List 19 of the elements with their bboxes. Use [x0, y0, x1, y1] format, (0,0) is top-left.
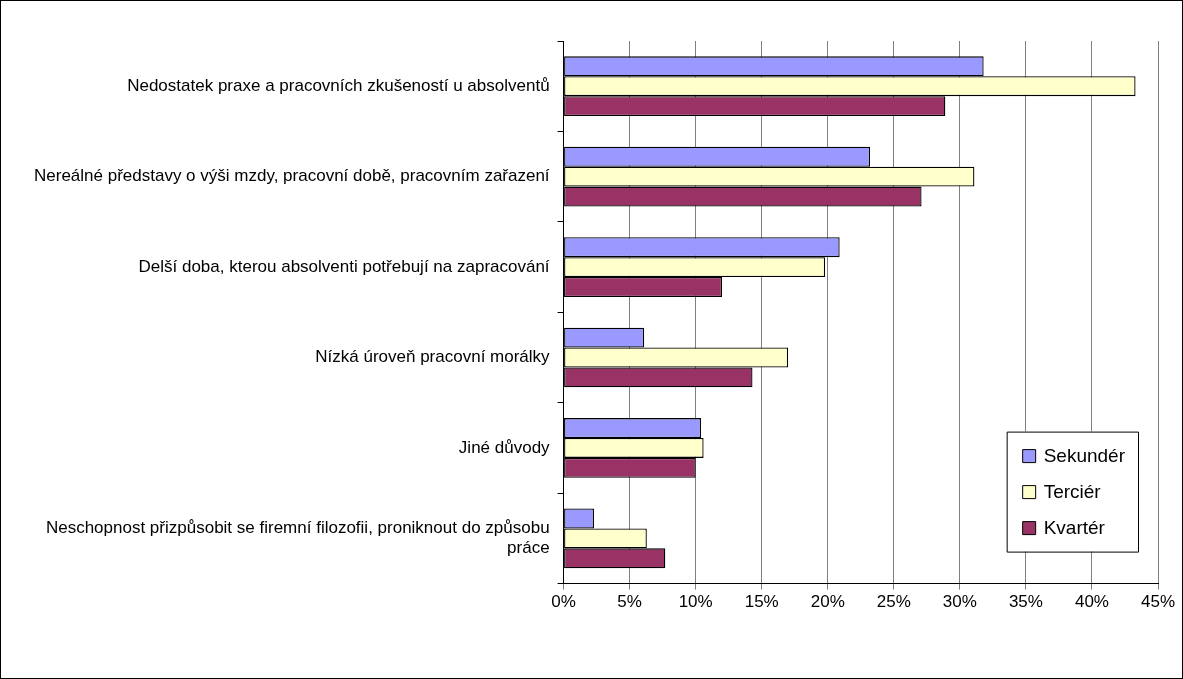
legend-label: Kvartér [1043, 516, 1106, 538]
y-tick-label: Neschopnost přizpůsobit se firemní filozofii, proniknout do způsobu práce [45, 517, 550, 558]
y-tick-label: Nedostatek praxe a pracovních zkušeností u absolventů [127, 75, 550, 95]
x-tick-label: 0% [551, 592, 576, 612]
y-tick-label: Nereálné představy o výši mzdy, pracovní době, pracovním zařazení [33, 166, 550, 186]
x-tick-label: 25% [876, 592, 911, 612]
y-tick-label: Jiné důvody [458, 437, 551, 457]
y-tick-label: Delší doba, kterou absolventi potřebují na zapracování [138, 256, 550, 276]
x-tick-label: 15% [744, 592, 779, 612]
legend-label: Sekundér [1043, 444, 1126, 466]
x-tick-label: 10% [678, 592, 713, 612]
x-tick-label: 20% [810, 592, 845, 612]
x-tick-label: 40% [1074, 592, 1109, 612]
x-tick-label: 5% [617, 592, 642, 612]
x-tick-label: 35% [1008, 592, 1043, 612]
x-tick-label: 45% [1140, 592, 1176, 612]
y-tick-label: Nízká úroveň pracovní morálky [315, 347, 551, 367]
x-tick-label: 30% [942, 592, 977, 612]
legend-label: Terciér [1043, 480, 1102, 502]
